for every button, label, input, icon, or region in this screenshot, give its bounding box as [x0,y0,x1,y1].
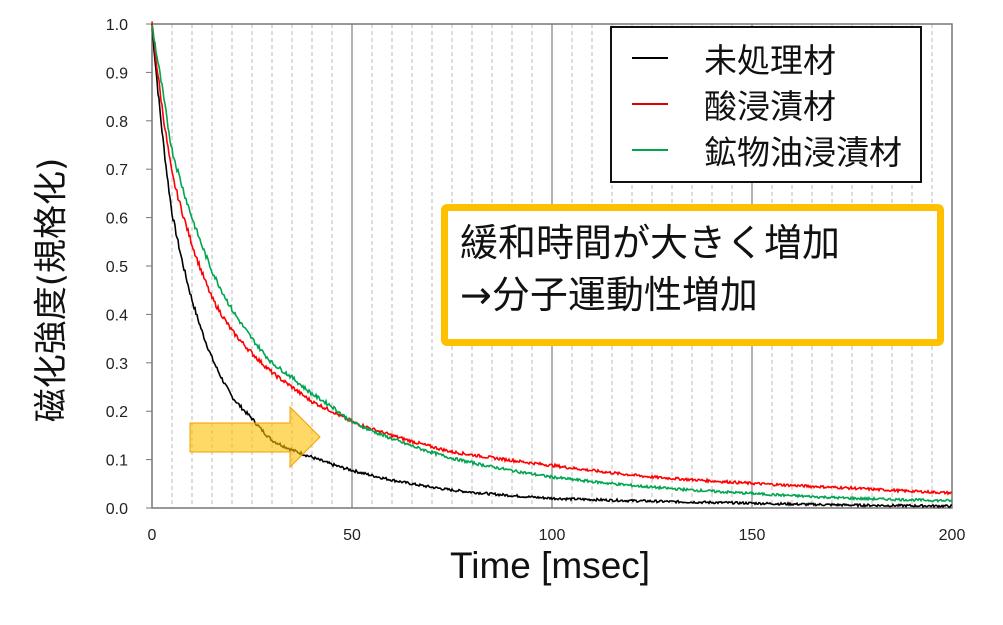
y-tick-label: 0.4 [106,307,128,324]
annotation-box: 緩和時間が大きく増加 →分子運動性増加 [441,204,944,346]
x-tick-label: 200 [939,527,966,544]
legend-label: 鉱物油浸漬材 [704,133,902,172]
series-line-2 [151,24,953,503]
y-tick-label: 1.0 [106,17,128,34]
x-tick-label: 50 [343,527,361,544]
y-axis-label: 磁化強度(規格化) [31,157,72,423]
x-tick-label: 150 [739,527,766,544]
annotation-line-1: 緩和時間が大きく増加 [460,221,841,265]
y-tick-label: 0.6 [106,211,128,228]
legend-label: 未処理材 [704,41,836,80]
arrow-right-icon [189,405,321,469]
x-tick-label: 100 [539,527,566,544]
y-tick-label: 0.3 [106,356,128,373]
legend-swatch [632,103,668,105]
legend-item-untreated: 未処理材 [632,36,836,80]
y-tick-label: 0.2 [106,404,128,421]
y-tick-label: 0.0 [106,501,128,518]
series-line-1 [151,21,953,496]
y-tick-label: 0.1 [106,453,128,470]
legend-label: 酸浸漬材 [704,87,836,126]
legend-item-mineral-oil: 鉱物油浸漬材 [632,128,902,172]
y-tick-label: 0.8 [106,114,128,131]
y-tick-label: 0.9 [106,65,128,82]
x-tick-label: 0 [148,527,157,544]
legend-swatch [632,57,668,59]
y-tick-label: 0.5 [106,259,128,276]
legend-item-acid: 酸浸漬材 [632,82,836,126]
annotation-line-2: →分子運動性増加 [460,273,758,317]
y-tick-label: 0.7 [106,162,128,179]
legend: 未処理材 酸浸漬材 鉱物油浸漬材 [610,26,922,183]
x-axis-label: Time [msec] [450,545,651,586]
legend-swatch [632,149,668,151]
